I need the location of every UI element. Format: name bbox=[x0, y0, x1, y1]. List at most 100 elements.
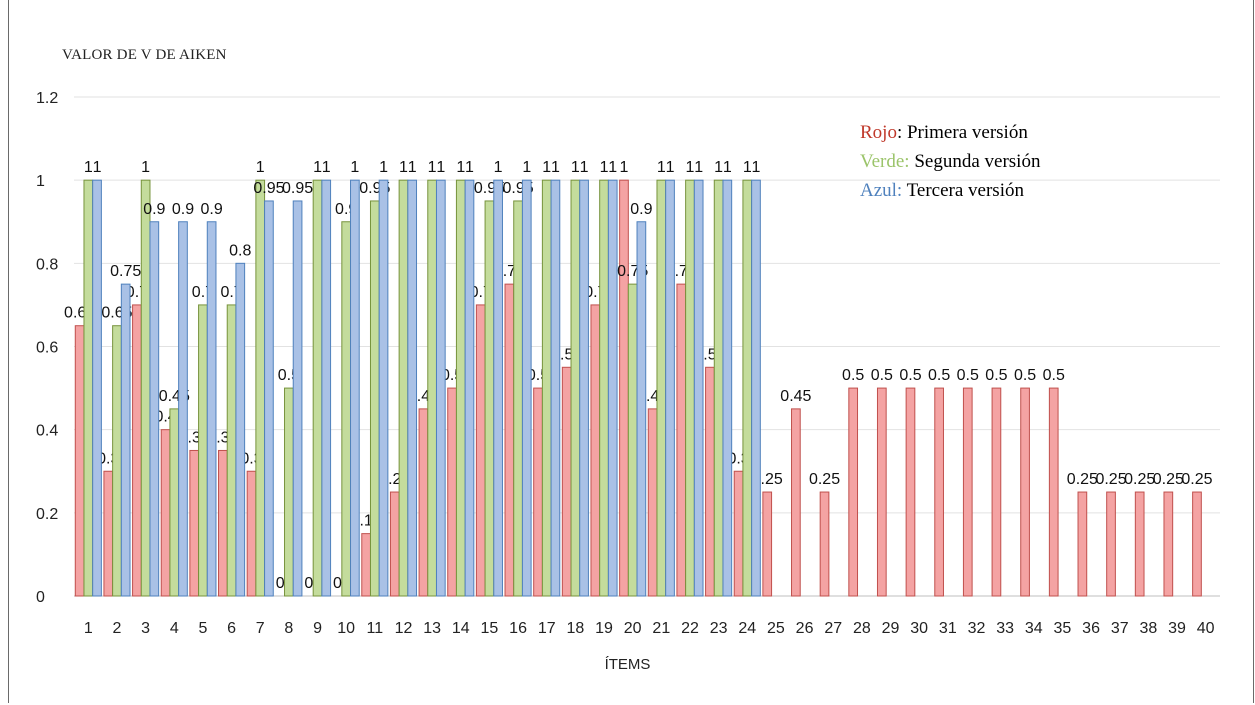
data-label: 0.25 bbox=[1181, 471, 1212, 488]
bar bbox=[464, 179, 475, 597]
bar bbox=[350, 179, 360, 597]
bar bbox=[742, 179, 753, 597]
bar bbox=[178, 221, 188, 597]
data-label: 1 bbox=[600, 159, 609, 176]
data-label: 0.25 bbox=[1067, 471, 1098, 488]
x-tick-label: 28 bbox=[853, 620, 871, 637]
y-tick-label: 1.2 bbox=[36, 90, 58, 107]
bar bbox=[475, 304, 486, 597]
bar bbox=[1077, 491, 1088, 597]
y-tick-label: 0.8 bbox=[36, 256, 58, 273]
bar bbox=[1163, 491, 1174, 597]
x-tick-label: 30 bbox=[910, 620, 928, 637]
bar bbox=[246, 470, 257, 597]
bar bbox=[1192, 491, 1202, 597]
data-label: 1 bbox=[752, 159, 761, 176]
bar bbox=[561, 366, 572, 597]
bar bbox=[619, 179, 629, 597]
data-label: 1 bbox=[571, 159, 580, 176]
data-label: 1 bbox=[84, 159, 93, 176]
x-tick-label: 22 bbox=[681, 620, 699, 637]
data-label: 1 bbox=[322, 159, 331, 176]
bar bbox=[83, 179, 94, 597]
legend-text-red: Primera versión bbox=[902, 122, 1028, 143]
data-label: 0 bbox=[304, 575, 313, 592]
bar bbox=[665, 179, 675, 597]
x-tick-label: 31 bbox=[939, 620, 957, 637]
data-label: 1 bbox=[456, 159, 465, 176]
bar bbox=[112, 325, 122, 597]
bar bbox=[607, 179, 618, 597]
bar bbox=[369, 200, 380, 597]
data-label: 1 bbox=[313, 159, 322, 176]
bar bbox=[264, 200, 274, 597]
bar bbox=[521, 179, 532, 597]
x-tick-label: 17 bbox=[538, 620, 556, 637]
x-tick-label: 10 bbox=[337, 620, 355, 637]
x-tick-label: 19 bbox=[595, 620, 613, 637]
data-label: 0.45 bbox=[780, 388, 811, 405]
x-tick-label: 21 bbox=[652, 620, 670, 637]
data-label: 0.8 bbox=[229, 242, 251, 259]
bar bbox=[284, 387, 294, 597]
legend-key-red: Rojo bbox=[860, 122, 897, 143]
y-tick-label: 0.4 bbox=[36, 423, 58, 440]
data-label: 1 bbox=[428, 159, 437, 176]
data-label: 0 bbox=[333, 575, 342, 592]
bar bbox=[991, 387, 1002, 597]
x-tick-label: 13 bbox=[423, 620, 441, 637]
bar bbox=[206, 221, 217, 597]
data-label: 1 bbox=[551, 159, 560, 176]
bar bbox=[140, 179, 151, 597]
x-tick-label: 12 bbox=[395, 620, 413, 637]
bar bbox=[160, 429, 171, 597]
bar bbox=[312, 179, 323, 597]
data-label: 0.9 bbox=[630, 201, 652, 218]
bar bbox=[876, 387, 887, 597]
x-tick-label: 15 bbox=[481, 620, 499, 637]
data-label: 0.5 bbox=[1043, 367, 1065, 384]
data-label: 0.95 bbox=[253, 180, 284, 197]
bar bbox=[590, 304, 601, 597]
data-label: 0.5 bbox=[928, 367, 950, 384]
x-tick-label: 8 bbox=[284, 620, 293, 637]
x-tick-label: 33 bbox=[996, 620, 1014, 637]
bar bbox=[484, 200, 495, 597]
bar bbox=[447, 387, 457, 597]
x-tick-label: 11 bbox=[367, 620, 384, 637]
bar bbox=[169, 408, 180, 597]
x-tick-label: 18 bbox=[566, 620, 584, 637]
bar bbox=[713, 179, 724, 597]
bar bbox=[733, 470, 744, 597]
bar bbox=[321, 179, 332, 597]
bar bbox=[647, 408, 658, 597]
data-label: 1 bbox=[522, 159, 531, 176]
y-tick-label: 1 bbox=[36, 173, 45, 190]
data-label: 1 bbox=[657, 159, 666, 176]
bar bbox=[570, 179, 581, 597]
data-label: 1 bbox=[494, 159, 503, 176]
legend-item-green: Verde: Segunda versión bbox=[860, 147, 1040, 176]
data-label: 1 bbox=[399, 159, 408, 176]
x-axis-title: ÍTEMS bbox=[604, 656, 651, 673]
bar bbox=[693, 179, 704, 597]
data-label: 0.9 bbox=[143, 201, 165, 218]
x-tick-label: 6 bbox=[227, 620, 236, 637]
data-label: 0.9 bbox=[172, 201, 194, 218]
bar bbox=[762, 491, 773, 597]
data-label: 1 bbox=[723, 159, 732, 176]
x-tick-label: 38 bbox=[1139, 620, 1157, 637]
bar bbox=[103, 470, 114, 597]
x-tick-label: 34 bbox=[1025, 620, 1043, 637]
x-tick-label: 1 bbox=[84, 620, 93, 637]
x-tick-label: 35 bbox=[1054, 620, 1072, 637]
y-tick-label: 0.6 bbox=[36, 340, 58, 357]
legend-item-blue: Azul: Tercera versión bbox=[860, 176, 1040, 205]
data-label: 0.95 bbox=[282, 180, 313, 197]
x-tick-label: 5 bbox=[198, 620, 207, 637]
x-tick-label: 4 bbox=[170, 620, 179, 637]
data-label: 1 bbox=[436, 159, 445, 176]
data-label: 1 bbox=[141, 159, 150, 176]
data-label: 1 bbox=[608, 159, 617, 176]
data-label: 0.9 bbox=[201, 201, 223, 218]
